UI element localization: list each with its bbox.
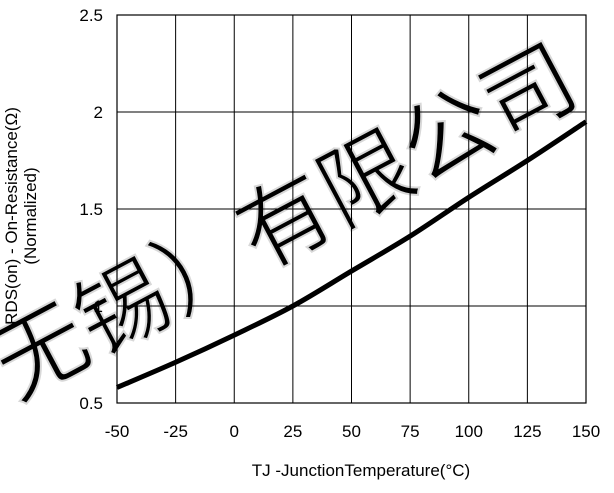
x-tick-label: 125 [513, 422, 541, 441]
x-tick-label: -25 [163, 422, 188, 441]
grid [117, 15, 586, 403]
watermark-text: 无锡）有限公司 [0, 24, 595, 421]
x-tick-label: -50 [105, 422, 130, 441]
y-tick-label: 1.5 [79, 200, 103, 219]
y-tick-labels: 0.5 1 1.5 2 2.5 [79, 6, 103, 413]
y-axis-title-line-1: RDS(on) - On-Resistance(Ω) [2, 107, 21, 325]
y-tick-label: 2 [94, 103, 103, 122]
x-tick-labels: -50 -25 0 25 50 75 100 125 150 [105, 422, 600, 441]
y-tick-label: 2.5 [79, 6, 103, 25]
y-tick-label: 0.5 [79, 394, 103, 413]
y-axis-title: RDS(on) - On-Resistance(Ω) (Normalized) [2, 107, 40, 325]
x-tick-label: 0 [230, 422, 239, 441]
x-tick-label: 100 [455, 422, 483, 441]
plot-frame [116, 14, 587, 404]
series-layer [116, 119, 588, 390]
x-tick-label: 150 [572, 422, 600, 441]
x-tick-label: 75 [401, 422, 420, 441]
watermark: 无锡）有限公司 [0, 23, 596, 422]
x-axis-title: TJ -JunctionTemperature(°C) [252, 461, 470, 480]
y-tick-label: 1 [94, 297, 103, 316]
series-line [116, 119, 588, 390]
x-tick-label: 50 [342, 422, 361, 441]
x-tick-label: 25 [283, 422, 302, 441]
y-axis-title-line-2: (Normalized) [21, 167, 40, 264]
